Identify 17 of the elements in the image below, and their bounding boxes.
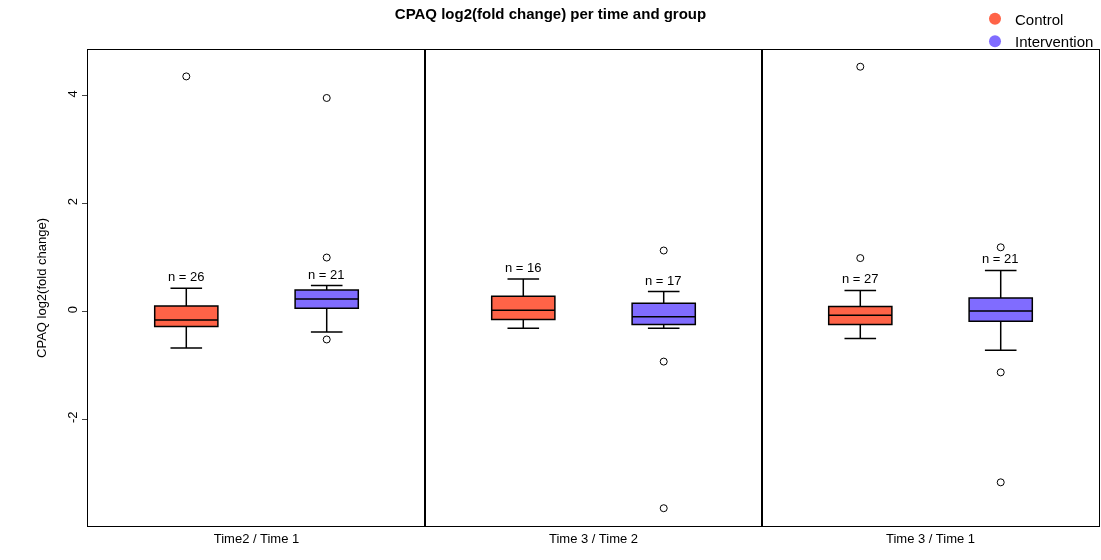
y-tick-label: -2: [64, 411, 80, 424]
x-tick-label: Time2 / Time 1: [213, 530, 300, 546]
annotation: n = 21: [308, 267, 345, 282]
annotation: n = 21: [982, 251, 1019, 266]
annotation: n = 16: [505, 260, 542, 275]
legend-label: Intervention: [1015, 33, 1094, 50]
annotation: n = 26: [168, 269, 205, 284]
x-tick-label: Time 3 / Time 1: [885, 530, 976, 546]
annotation: n = 17: [645, 273, 682, 288]
y-tick-label: 4: [64, 90, 80, 98]
legend-label: Control: [1015, 10, 1064, 28]
y-tick-label: 0: [64, 305, 80, 314]
x-tick-label: Time 3 / Time 2: [548, 530, 639, 546]
y-axis-title: CPAQ log2(fold change): [33, 218, 49, 358]
y-tick-label: 2: [64, 198, 80, 206]
annotation: n = 27: [842, 271, 879, 286]
chart-title: CPAQ log2(fold change) per time and group: [394, 4, 707, 22]
